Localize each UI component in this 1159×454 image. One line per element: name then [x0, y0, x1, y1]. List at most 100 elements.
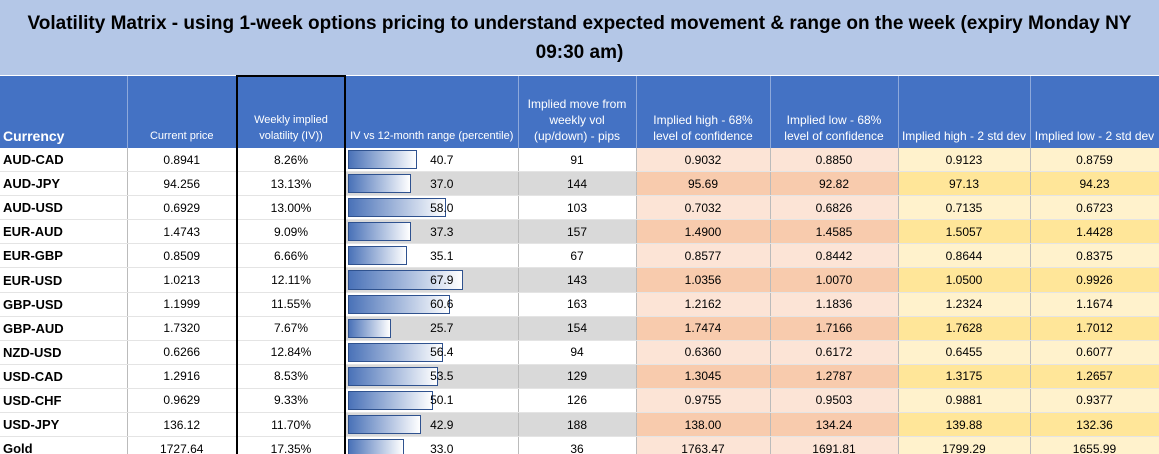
percentile-bar [348, 390, 433, 411]
cell: 9.09% [236, 219, 346, 245]
percentile-bar [348, 222, 412, 242]
cell: 12.11% [236, 267, 346, 293]
cell: 154 [518, 316, 637, 341]
table-row: USD-CHF 0.9629 9.33% 50.1 126 0.9755 0.9503 0.9… [0, 388, 1159, 414]
cell: 67 [518, 243, 637, 269]
cell: 0.9503 [770, 388, 899, 414]
percentile-bar [348, 270, 463, 290]
cell: 1.2657 [1030, 364, 1159, 389]
cell: 8.26% [236, 148, 346, 173]
cell: 1.0070 [770, 267, 899, 293]
currency: USD-CAD [0, 364, 128, 389]
cell: 11.55% [236, 292, 346, 317]
cell: 95.69 [636, 171, 771, 197]
cell: 0.9926 [1030, 267, 1159, 293]
cell: 1.2916 [127, 364, 238, 389]
cell: 0.6266 [127, 340, 238, 365]
table-row: NZD-USD 0.6266 12.84% 56.4 94 0.6360 0.6172 0.6… [0, 340, 1159, 365]
volatility-table: Currency Current price Weekly implied vola… [0, 75, 1159, 454]
column-header: Implied move from weekly vol (up/down) -… [518, 76, 637, 148]
percentile-bar [348, 415, 421, 435]
currency: USD-CHF [0, 388, 128, 414]
cell: 9.33% [236, 388, 346, 414]
percentile-value: 67.9 [430, 273, 454, 288]
cell: 1.7628 [898, 316, 1031, 341]
percentile-value: 37.0 [430, 176, 454, 191]
percentile-cell: 37.0 [345, 171, 519, 197]
column-header: Currency [0, 76, 128, 148]
percentile-bar [348, 366, 439, 386]
cell: 94.23 [1030, 171, 1159, 197]
cell: 103 [518, 195, 637, 221]
percentile-value: 60.6 [430, 297, 454, 312]
column-header: IV vs 12-month range (percentile) [345, 76, 519, 148]
percentile-cell: 67.9 [345, 267, 519, 293]
header-row: Currency Current price Weekly implied vola… [0, 75, 1159, 148]
cell: 163 [518, 292, 637, 317]
column-header: Implied high - 68% level of confidence [636, 76, 771, 148]
cell: 0.9755 [636, 388, 771, 414]
percentile-value: 53.5 [430, 369, 454, 384]
cell: 1.3045 [636, 364, 771, 389]
percentile-bar [348, 318, 392, 338]
percentile-value: 40.7 [430, 152, 454, 167]
cell: 1.1836 [770, 292, 899, 317]
currency: EUR-GBP [0, 243, 128, 269]
table-row: GBP-USD 1.1999 11.55% 60.6 163 1.2162 1.1836 1.… [0, 292, 1159, 317]
cell: 0.8644 [898, 243, 1031, 269]
cell: 0.6826 [770, 195, 899, 221]
cell: 13.00% [236, 195, 346, 221]
cell: 0.8375 [1030, 243, 1159, 269]
percentile-value: 37.3 [430, 224, 454, 239]
cell: 92.82 [770, 171, 899, 197]
cell: 143 [518, 267, 637, 293]
cell: 1.7474 [636, 316, 771, 341]
cell: 1799.29 [898, 436, 1031, 454]
cell: 6.66% [236, 243, 346, 269]
cell: 0.7032 [636, 195, 771, 221]
percentile-cell: 58.0 [345, 195, 519, 221]
cell: 132.36 [1030, 412, 1159, 438]
currency: GBP-AUD [0, 316, 128, 341]
cell: 1691.81 [770, 436, 899, 454]
table-row: USD-CAD 1.2916 8.53% 53.5 129 1.3045 1.2787 1.3… [0, 364, 1159, 389]
cell: 1655.99 [1030, 436, 1159, 454]
cell: 1.2787 [770, 364, 899, 389]
cell: 1.0500 [898, 267, 1031, 293]
percentile-cell: 37.3 [345, 219, 519, 245]
cell: 1.1674 [1030, 292, 1159, 317]
cell: 8.53% [236, 364, 346, 389]
cell: 1727.64 [127, 436, 238, 454]
table-row: AUD-JPY 94.256 13.13% 37.0 144 95.69 92.82 97.1… [0, 171, 1159, 197]
cell: 0.9629 [127, 388, 238, 414]
cell: 12.84% [236, 340, 346, 365]
percentile-bar [348, 246, 408, 266]
percentile-cell: 35.1 [345, 243, 519, 269]
cell: 0.6077 [1030, 340, 1159, 365]
column-header: Implied high - 2 std dev [898, 76, 1031, 148]
cell: 138.00 [636, 412, 771, 438]
cell: 91 [518, 148, 637, 173]
cell: 1.5057 [898, 219, 1031, 245]
table-row: EUR-AUD 1.4743 9.09% 37.3 157 1.4900 1.4585 1.5… [0, 219, 1159, 245]
column-header: Implied low - 2 std dev [1030, 76, 1159, 148]
cell: 1.0356 [636, 267, 771, 293]
title: Volatility Matrix - using 1-week options… [0, 0, 1159, 75]
cell: 1.0213 [127, 267, 238, 293]
table-row: USD-JPY 136.12 11.70% 42.9 188 138.00 134.24 13… [0, 412, 1159, 438]
column-header: Weekly implied volatility (IV)) [236, 75, 346, 148]
cell: 1.4743 [127, 219, 238, 245]
percentile-value: 58.0 [430, 200, 454, 215]
currency: Gold [0, 436, 128, 454]
currency: NZD-USD [0, 340, 128, 365]
table-row: AUD-USD 0.6929 13.00% 58.0 103 0.7032 0.6826 0.… [0, 195, 1159, 221]
percentile-cell: 50.1 [345, 388, 519, 414]
table-body: AUD-CAD 0.8941 8.26% 40.7 91 0.9032 0.8850 0.91… [0, 148, 1159, 454]
cell: 0.8759 [1030, 148, 1159, 173]
cell: 1.2324 [898, 292, 1031, 317]
cell: 144 [518, 171, 637, 197]
cell: 94 [518, 340, 637, 365]
cell: 0.8442 [770, 243, 899, 269]
cell: 1763.47 [636, 436, 771, 454]
cell: 97.13 [898, 171, 1031, 197]
